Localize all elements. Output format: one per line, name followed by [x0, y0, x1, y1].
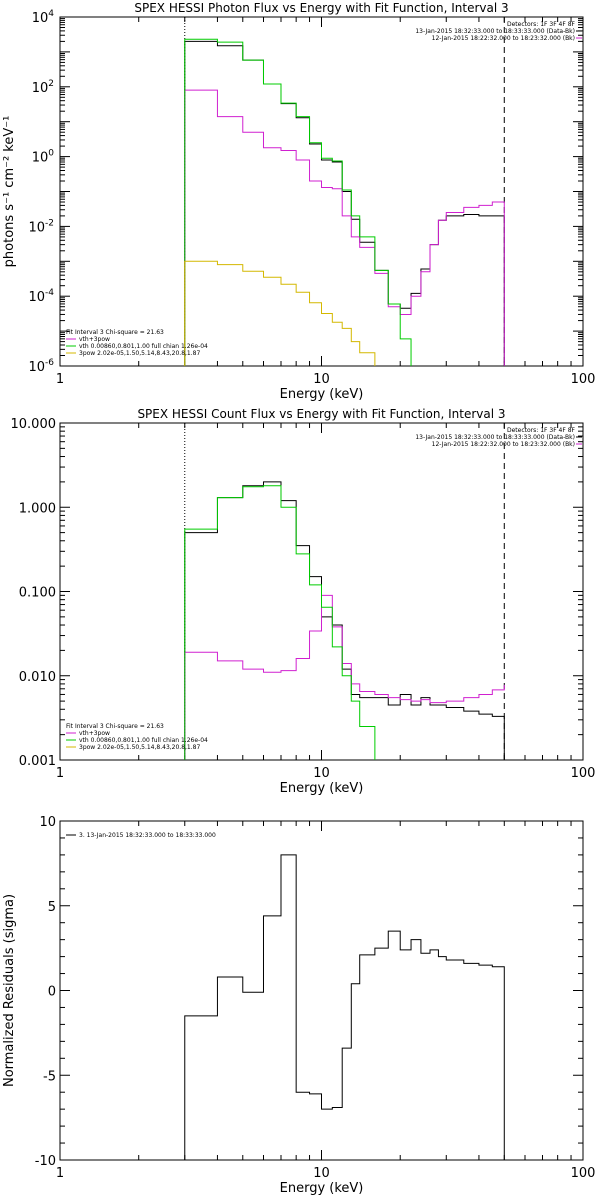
legend-item: 3pow 2.02e-05,1.50,5.14,8.43,20.8,1.87: [79, 350, 200, 357]
y-axis-label: photons s⁻¹ cm⁻² keV⁻¹: [2, 116, 17, 268]
series-vth: [184, 38, 412, 366]
y-tick-label: 1.000: [19, 501, 56, 516]
y-tick-label: 102: [32, 79, 54, 96]
series-bk: [184, 594, 505, 760]
series-data-bk: [184, 481, 505, 760]
header-line: 12-Jan-2015 18:22:32.000 to 18:23:32.000…: [432, 441, 575, 448]
y-tick-label: 104: [32, 9, 55, 26]
y-tick-label: 10: [39, 815, 56, 830]
y-tick-label: 0.100: [19, 586, 56, 601]
legend-title: 3. 13-Jan-2015 18:32:33.000 to 18:33:33.…: [79, 832, 216, 839]
x-tick-label: 10: [313, 372, 330, 387]
header-line: Detectors: 1F 3F 4F 8F: [507, 427, 576, 434]
y-tick-label: 10-4: [28, 288, 54, 305]
legend-item: 3pow 2.02e-05,1.50,5.14,8.43,20.8,1.87: [79, 744, 200, 751]
y-tick-label: 10-2: [28, 218, 54, 235]
y-tick-label: 10.000: [11, 417, 57, 432]
y-tick-label: 0.010: [19, 670, 56, 685]
series-group: [184, 38, 505, 366]
header-line: 13-Jan-2015 18:32:33.000 to 18:33:33.000…: [415, 28, 575, 35]
x-axis-label: Energy (keV): [280, 781, 364, 796]
x-tick-label: 10: [313, 766, 330, 781]
y-tick-label: 100: [32, 149, 55, 166]
series-vth: [184, 485, 376, 760]
legend-item: vth 0.00860,0.801,1.00 full chian 1.26e-…: [79, 343, 208, 350]
x-tick-label: 100: [571, 766, 596, 781]
series-3pow: [184, 260, 376, 366]
series-group: [184, 481, 505, 760]
y-axis-label: Normalized Residuals (sigma): [2, 894, 17, 1087]
header-line: 13-Jan-2015 18:32:33.000 to 18:33:33.000…: [415, 434, 575, 441]
x-tick-label: 1: [56, 372, 64, 387]
x-axis-label: Energy (keV): [280, 1181, 364, 1196]
x-axis-label: Energy (keV): [280, 387, 364, 402]
legend-item: vth+3pow: [79, 336, 110, 343]
legend-item: vth 0.00860,0.801,1.00 full chian 1.26e-…: [79, 737, 208, 744]
series-bk: [184, 89, 505, 366]
x-tick-label: 1: [56, 766, 64, 781]
series-3-13-jan-2015-18-32-33-000-to-18-33-33-000: [184, 854, 505, 1160]
y-tick-label: 0: [48, 985, 56, 1000]
y-tick-label: 5: [48, 900, 56, 915]
x-tick-label: 10: [313, 1166, 330, 1181]
legend-title: Fit Interval 3 Chi-square = 21.63: [66, 723, 164, 730]
y-tick-label: -10: [35, 1154, 56, 1169]
y-tick-label: 0.001: [19, 754, 56, 769]
chart-panel-2: SPEX HESSI Count Flux vs Energy with Fit…: [11, 407, 596, 796]
chart-title: SPEX HESSI Count Flux vs Energy with Fit…: [137, 407, 505, 421]
x-tick-label: 1: [56, 1166, 64, 1181]
series-data-bk: [184, 40, 505, 366]
legend-item: vth+3pow: [79, 730, 110, 737]
series-group: [184, 854, 505, 1160]
y-tick-label: -5: [43, 1069, 56, 1084]
chart-title: SPEX HESSI Photon Flux vs Energy with Fi…: [134, 1, 508, 15]
header-line: 12-Jan-2015 18:22:32.000 to 18:23:32.000…: [432, 35, 575, 42]
legend-title: Fit Interval 3 Chi-square = 21.63: [66, 329, 164, 336]
x-tick-label: 100: [571, 372, 596, 387]
chart-panel-1: SPEX HESSI Photon Flux vs Energy with Fi…: [2, 1, 595, 402]
x-tick-label: 100: [571, 1166, 596, 1181]
y-tick-label: 10-6: [28, 358, 54, 375]
header-line: Detectors: 1F 3F 4F 8F: [507, 21, 576, 28]
